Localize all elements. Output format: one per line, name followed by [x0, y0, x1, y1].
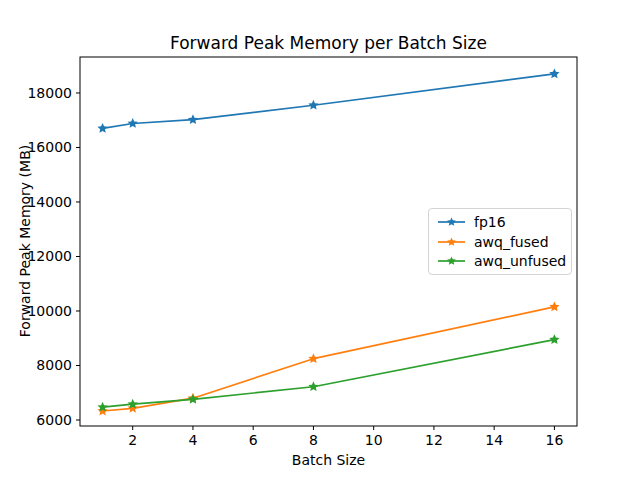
legend-label: fp16	[474, 214, 506, 230]
series-line-awq_unfused	[103, 340, 555, 408]
series-marker-awq_fused	[549, 302, 559, 312]
x-tick-label: 14	[485, 432, 503, 448]
series-marker-fp16	[188, 114, 198, 124]
series-marker-fp16	[128, 118, 138, 128]
x-tick-label: 6	[249, 432, 258, 448]
series-marker-awq_unfused	[188, 394, 198, 404]
series-marker-fp16	[549, 69, 559, 79]
y-tick-label: 16000	[27, 139, 72, 155]
legend-box: fp16awq_fusedawq_unfused	[428, 208, 572, 275]
legend-label: awq_unfused	[474, 253, 566, 269]
x-tick-label: 12	[425, 432, 443, 448]
series-marker-awq_unfused	[549, 334, 559, 344]
y-tick-label: 10000	[27, 303, 72, 319]
matplotlib-figure: Forward Peak Memory per Batch Size Forwa…	[0, 0, 640, 480]
legend-entry-fp16: fp16	[438, 212, 561, 232]
y-tick-label: 6000	[36, 412, 72, 428]
legend-line-sample-icon	[438, 254, 465, 268]
legend-entry-awq_fused: awq_fused	[438, 232, 561, 252]
legend-line-sample-icon	[438, 235, 465, 249]
y-tick-label: 12000	[27, 248, 72, 264]
x-tick-label: 4	[188, 432, 197, 448]
series-marker-awq_fused	[308, 353, 318, 363]
legend-entry-awq_unfused: awq_unfused	[438, 251, 561, 271]
y-tick-label: 14000	[27, 194, 72, 210]
x-tick-label: 2	[128, 432, 137, 448]
y-tick-label: 18000	[27, 85, 72, 101]
series-marker-fp16	[97, 123, 107, 133]
series-marker-awq_unfused	[308, 381, 318, 391]
legend-label: awq_fused	[474, 234, 549, 250]
series-line-awq_fused	[103, 307, 555, 411]
x-tick-label: 16	[545, 432, 563, 448]
legend-line-sample-icon	[438, 215, 465, 229]
x-tick-label: 8	[309, 432, 318, 448]
y-tick-label: 8000	[36, 357, 72, 373]
series-line-fp16	[103, 74, 555, 128]
series-marker-fp16	[308, 100, 318, 110]
x-tick-label: 10	[365, 432, 383, 448]
